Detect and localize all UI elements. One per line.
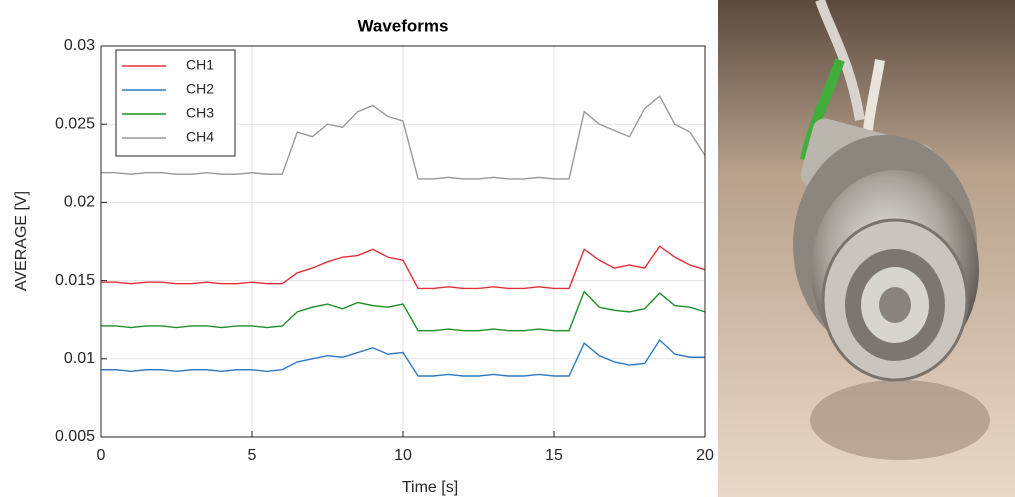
y-tick-label: 0.015 (55, 272, 95, 289)
legend-label: CH2 (186, 81, 214, 97)
plot-layer: 0.005 0.01 0.015 0.02 0.025 0.03 0 5 10 15 20 CH1 CH… (55, 37, 714, 464)
y-tick-label: 0.025 (55, 115, 95, 132)
plot-border (100, 45, 706, 438)
series-line (101, 245, 706, 290)
chart-title: Waveforms (357, 16, 448, 35)
x-tick-label: 0 (97, 447, 106, 464)
y-tick-label: 0.03 (64, 37, 95, 54)
y-tick-label: 0.02 (64, 194, 95, 211)
x-tick-label: 15 (545, 447, 563, 464)
x-tick-label: 5 (248, 447, 257, 464)
series-line (101, 290, 706, 332)
x-tick-label: 10 (394, 447, 412, 464)
photo (718, 0, 1015, 497)
x-tick-label: 20 (696, 447, 714, 464)
series-line (101, 94, 706, 180)
legend-label: CH4 (186, 129, 214, 145)
series-line (101, 338, 705, 377)
x-axis-label: Time [s] (402, 479, 458, 496)
legend-label: CH1 (186, 57, 214, 73)
y-tick-label: 0.005 (55, 428, 95, 445)
y-tick-label: 0.01 (64, 350, 95, 367)
legend-label: CH3 (186, 105, 214, 121)
y-axis-label: AVERAGE [V] (13, 191, 30, 291)
